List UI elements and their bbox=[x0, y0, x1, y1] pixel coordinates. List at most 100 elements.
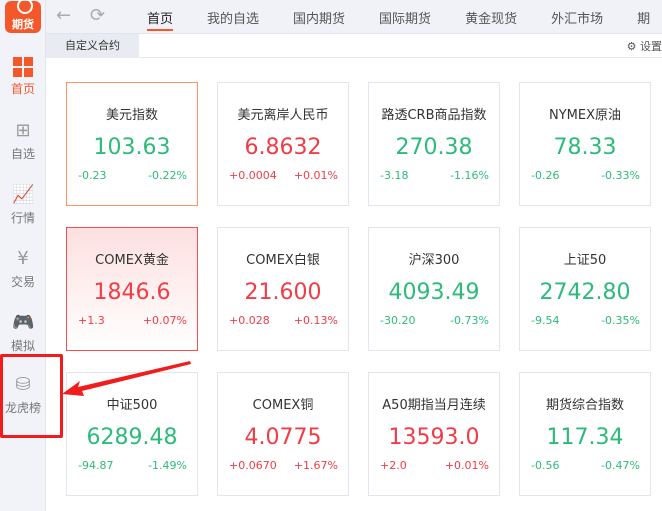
change-percent: +0.01% bbox=[293, 169, 338, 182]
app-logo[interactable]: 期货 bbox=[5, 0, 41, 33]
settings-label: 设置 bbox=[640, 40, 662, 53]
instrument-name: COMEX铜 bbox=[252, 398, 314, 413]
grid-icon bbox=[13, 57, 33, 77]
quote-card[interactable]: 美元指数 103.63 -0.23 -0.22% bbox=[66, 82, 198, 206]
change: -3.18 bbox=[380, 169, 409, 182]
change: -94.87 bbox=[78, 459, 114, 472]
price: 2742.80 bbox=[539, 280, 631, 305]
database-icon: ⛁ bbox=[15, 374, 31, 395]
gamepad-icon: 🎮 bbox=[12, 312, 35, 333]
change-percent: -1.49% bbox=[148, 459, 187, 472]
instrument-name: 中证500 bbox=[106, 398, 158, 413]
tab-bar: 首页 我的自选 国内期货 国际期货 黄金现货 外汇市场 期 bbox=[147, 0, 662, 34]
change: -30.20 bbox=[380, 314, 416, 327]
price: 1846.6 bbox=[93, 280, 171, 305]
instrument-name: 路透CRB商品指数 bbox=[381, 108, 487, 123]
price: 103.63 bbox=[93, 135, 171, 160]
change-percent: -0.33% bbox=[601, 169, 640, 182]
yen-cycle-icon: ¥ bbox=[17, 248, 29, 269]
clipboard-plus-icon: ⊞ bbox=[15, 120, 31, 141]
change: +0.028 bbox=[229, 314, 270, 327]
tab-intl-futures[interactable]: 国际期货 bbox=[379, 12, 432, 27]
sidebar-item-label: 龙虎榜 bbox=[4, 401, 41, 415]
change-percent: -0.22% bbox=[148, 169, 187, 182]
sidebar-item-label: 行情 bbox=[10, 211, 35, 225]
quote-card[interactable]: 美元离岸人民币 6.8632 +0.0004 +0.01% bbox=[217, 82, 349, 206]
sidebar-item-market[interactable]: 📈 行情 bbox=[0, 184, 46, 226]
change: -0.23 bbox=[78, 169, 107, 182]
instrument-name: COMEX白银 bbox=[246, 253, 320, 268]
change-percent: -0.35% bbox=[601, 314, 640, 327]
quote-card[interactable]: COMEX白银 21.600 +0.028 +0.13% bbox=[217, 227, 349, 351]
back-icon[interactable]: ← bbox=[56, 5, 72, 26]
price: 6289.48 bbox=[86, 425, 178, 450]
top-bar: ← ⟳ 首页 我的自选 国内期货 国际期货 黄金现货 外汇市场 期 bbox=[46, 0, 662, 34]
price: 117.34 bbox=[546, 425, 624, 450]
quote-card[interactable]: NYMEX原油 78.33 -0.26 -0.33% bbox=[519, 82, 651, 206]
chart-icon: 📈 bbox=[12, 184, 35, 205]
refresh-icon[interactable]: ⟳ bbox=[90, 5, 106, 26]
instrument-name: 美元离岸人民币 bbox=[237, 108, 329, 123]
change: +1.3 bbox=[78, 314, 105, 327]
instrument-name: 沪深300 bbox=[408, 253, 460, 268]
sidebar-item-simulate[interactable]: 🎮 模拟 bbox=[0, 312, 46, 354]
sidebar: 期货 首页 ⊞ 自选 📈 行情 ¥ 交易 🎮 模拟 ⛁ 龙虎榜 bbox=[0, 0, 46, 511]
sub-bar: 自定义合约 ⚙ 设置 bbox=[46, 34, 662, 58]
sidebar-item-trade[interactable]: ¥ 交易 bbox=[0, 248, 46, 290]
instrument-name: 美元指数 bbox=[105, 108, 158, 123]
sidebar-item-label: 首页 bbox=[10, 82, 35, 96]
arrow-icon bbox=[62, 361, 191, 396]
instrument-name: A50期指当月连续 bbox=[382, 398, 486, 413]
change: +2.0 bbox=[380, 459, 407, 472]
quote-card[interactable]: 期货综合指数 117.34 -0.56 -0.47% bbox=[519, 372, 651, 496]
tab-domestic-futures[interactable]: 国内期货 bbox=[293, 12, 346, 27]
price: 4093.49 bbox=[388, 280, 480, 305]
instrument-name: 期货综合指数 bbox=[545, 398, 624, 413]
change: -0.56 bbox=[531, 459, 560, 472]
change-percent: +0.01% bbox=[444, 459, 489, 472]
sidebar-item-label: 模拟 bbox=[10, 339, 35, 353]
tab-home[interactable]: 首页 bbox=[147, 0, 174, 34]
change-percent: +1.67% bbox=[293, 459, 338, 472]
change-percent: +0.07% bbox=[142, 314, 187, 327]
change: -0.26 bbox=[531, 169, 560, 182]
price: 21.600 bbox=[244, 280, 322, 305]
quote-card[interactable]: 沪深300 4093.49 -30.20 -0.73% bbox=[368, 227, 500, 351]
instrument-name: NYMEX原油 bbox=[548, 108, 621, 123]
price: 4.0775 bbox=[244, 425, 322, 450]
logo-text: 期货 bbox=[12, 18, 34, 31]
price: 6.8632 bbox=[244, 135, 322, 160]
price: 270.38 bbox=[395, 135, 473, 160]
change-percent: +0.13% bbox=[293, 314, 338, 327]
gear-icon: ⚙ bbox=[626, 40, 637, 53]
custom-contract-tab[interactable]: 自定义合约 bbox=[46, 34, 139, 58]
tab-more[interactable]: 期 bbox=[637, 12, 651, 27]
sidebar-item-label: 自选 bbox=[10, 147, 35, 161]
change-percent: -0.47% bbox=[601, 459, 640, 472]
settings-button[interactable]: ⚙ 设置 bbox=[627, 38, 662, 54]
highlight-box bbox=[0, 354, 63, 438]
sidebar-item-home[interactable]: 首页 bbox=[0, 57, 46, 97]
tab-gold-spot[interactable]: 黄金现货 bbox=[465, 12, 518, 27]
quote-card[interactable]: A50期指当月连续 13593.0 +2.0 +0.01% bbox=[368, 372, 500, 496]
change: -9.54 bbox=[531, 314, 560, 327]
sidebar-item-leaderboard[interactable]: ⛁ 龙虎榜 bbox=[0, 374, 46, 416]
tab-forex[interactable]: 外汇市场 bbox=[551, 12, 604, 27]
quote-card[interactable]: 上证50 2742.80 -9.54 -0.35% bbox=[519, 227, 651, 351]
quote-card[interactable]: COMEX铜 4.0775 +0.0670 +1.67% bbox=[217, 372, 349, 496]
quote-card[interactable]: COMEX黄金 1846.6 +1.3 +0.07% bbox=[66, 227, 198, 351]
change: +0.0670 bbox=[229, 459, 277, 472]
tab-watchlist[interactable]: 我的自选 bbox=[207, 12, 260, 27]
price: 78.33 bbox=[553, 135, 617, 160]
sidebar-item-label: 交易 bbox=[10, 275, 35, 289]
quote-card[interactable]: 路透CRB商品指数 270.38 -3.18 -1.16% bbox=[368, 82, 500, 206]
instrument-name: COMEX黄金 bbox=[95, 253, 169, 268]
change-percent: -1.16% bbox=[450, 169, 489, 182]
instrument-name: 上证50 bbox=[563, 253, 607, 268]
sidebar-item-watchlist[interactable]: ⊞ 自选 bbox=[0, 120, 46, 162]
change-percent: -0.73% bbox=[450, 314, 489, 327]
price: 13593.0 bbox=[388, 425, 480, 450]
quote-card[interactable]: 中证500 6289.48 -94.87 -1.49% bbox=[66, 372, 198, 496]
change: +0.0004 bbox=[229, 169, 277, 182]
